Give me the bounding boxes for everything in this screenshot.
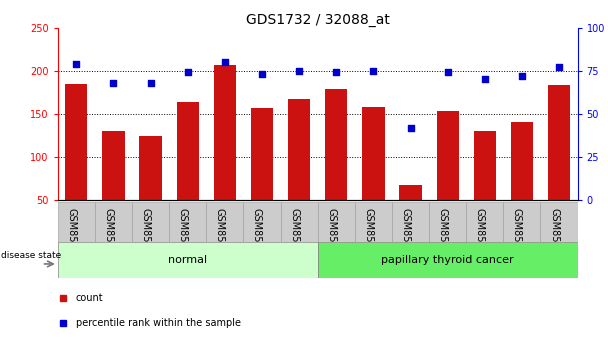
Title: GDS1732 / 32088_at: GDS1732 / 32088_at bbox=[246, 12, 390, 27]
Bar bbox=[58, 202, 95, 242]
Point bbox=[368, 68, 378, 73]
Text: GSM85225: GSM85225 bbox=[438, 208, 447, 261]
Point bbox=[294, 68, 304, 73]
Bar bbox=[139, 136, 162, 200]
Point bbox=[257, 71, 267, 77]
Text: GSM85222: GSM85222 bbox=[326, 208, 336, 261]
Bar bbox=[65, 84, 88, 200]
Bar bbox=[437, 111, 459, 200]
Text: GSM85217: GSM85217 bbox=[140, 208, 151, 261]
Text: GSM85218: GSM85218 bbox=[178, 208, 188, 261]
Bar bbox=[176, 102, 199, 200]
Text: GSM85227: GSM85227 bbox=[512, 208, 522, 261]
Text: disease state: disease state bbox=[1, 251, 61, 260]
Bar bbox=[102, 131, 125, 200]
Point bbox=[443, 70, 452, 75]
Point bbox=[109, 80, 119, 86]
Bar bbox=[95, 202, 132, 242]
Bar bbox=[317, 202, 355, 242]
Point bbox=[406, 125, 415, 130]
Bar bbox=[541, 202, 578, 242]
Text: GSM85220: GSM85220 bbox=[252, 208, 262, 261]
Bar bbox=[511, 122, 533, 200]
Point bbox=[183, 70, 193, 75]
Point bbox=[554, 65, 564, 70]
Point bbox=[146, 80, 156, 86]
Bar bbox=[399, 186, 421, 200]
Text: GSM85219: GSM85219 bbox=[215, 208, 225, 261]
Text: count: count bbox=[76, 293, 103, 303]
Text: papillary thyroid cancer: papillary thyroid cancer bbox=[381, 255, 514, 265]
Bar bbox=[548, 86, 570, 200]
Bar bbox=[503, 202, 541, 242]
Bar bbox=[362, 107, 384, 200]
Bar bbox=[58, 241, 317, 278]
Text: GSM85221: GSM85221 bbox=[289, 208, 299, 261]
Bar bbox=[243, 202, 280, 242]
Point bbox=[72, 61, 81, 67]
Text: GSM85223: GSM85223 bbox=[364, 208, 373, 261]
Bar bbox=[474, 131, 496, 200]
Point bbox=[480, 77, 489, 82]
Bar bbox=[214, 65, 236, 200]
Text: normal: normal bbox=[168, 255, 207, 265]
Point bbox=[331, 70, 341, 75]
Bar bbox=[355, 202, 392, 242]
Bar bbox=[392, 202, 429, 242]
Bar bbox=[317, 241, 578, 278]
Text: GSM85228: GSM85228 bbox=[549, 208, 559, 261]
Text: GSM85215: GSM85215 bbox=[66, 208, 77, 261]
Text: percentile rank within the sample: percentile rank within the sample bbox=[76, 318, 241, 328]
Bar bbox=[280, 202, 317, 242]
Text: GSM85224: GSM85224 bbox=[401, 208, 410, 261]
Text: GSM85216: GSM85216 bbox=[103, 208, 114, 261]
Bar bbox=[206, 202, 243, 242]
Point bbox=[517, 73, 527, 79]
Bar bbox=[288, 99, 310, 200]
Point bbox=[220, 59, 230, 65]
Bar bbox=[429, 202, 466, 242]
Bar bbox=[325, 89, 347, 200]
Bar bbox=[251, 108, 273, 200]
Text: GSM85226: GSM85226 bbox=[475, 208, 485, 261]
Bar bbox=[132, 202, 169, 242]
Bar bbox=[466, 202, 503, 242]
Bar bbox=[169, 202, 206, 242]
